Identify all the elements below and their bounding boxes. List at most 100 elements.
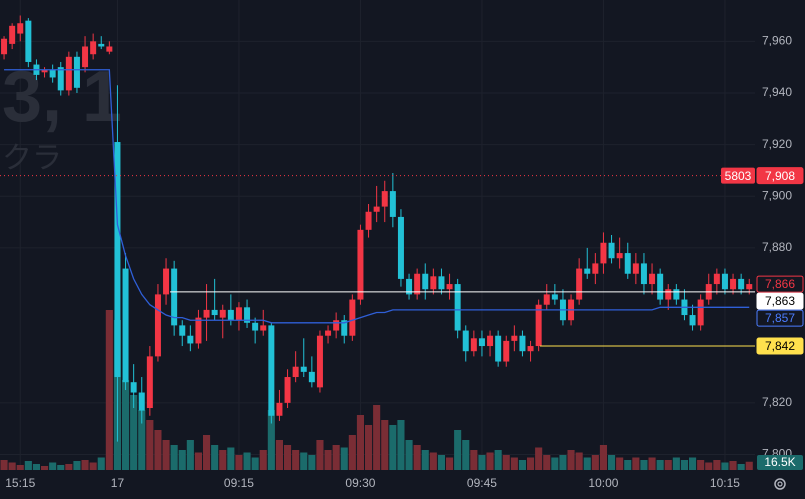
volume-bar (518, 460, 526, 470)
candle-body (235, 307, 242, 321)
volume-bar (632, 457, 640, 470)
price-label-box (756, 337, 804, 355)
volume-bar (478, 455, 486, 470)
candle-body (649, 273, 656, 285)
candle-body (511, 335, 518, 341)
y-tick-label: 7,920 (762, 137, 792, 151)
volume-bar (664, 460, 672, 470)
volume-bar (227, 447, 235, 470)
volume-bar (535, 447, 543, 470)
volume-bar (219, 450, 227, 470)
price-label: 7,857 (765, 311, 795, 325)
candle-body (397, 216, 404, 279)
candle-body (640, 263, 647, 285)
candle-body (543, 294, 550, 305)
volume-bar (697, 460, 705, 470)
gear[interactable] (774, 478, 786, 490)
volume-bar (640, 460, 648, 470)
candle-body (381, 191, 388, 207)
volume-bar (599, 445, 607, 470)
volume-bar (527, 457, 535, 470)
candle-body (260, 325, 267, 331)
volume-bar (73, 461, 81, 470)
volume-bar (543, 455, 551, 470)
candle-body (244, 307, 251, 323)
x-tick-label: 15:15 (5, 476, 35, 490)
candle-body (632, 263, 639, 274)
volume-bar (251, 457, 259, 470)
volume-bar (429, 452, 437, 470)
volume-bar (170, 445, 178, 470)
candle-body (9, 25, 16, 44)
volume-bar (178, 450, 186, 470)
candle-body (341, 320, 348, 336)
volume-bar (154, 430, 162, 470)
candle-body (746, 284, 753, 290)
candle-body (65, 56, 72, 91)
y-tick-label: 7,960 (762, 33, 792, 47)
candle-body (673, 289, 680, 300)
candle-body (211, 309, 218, 316)
candle-body (657, 273, 664, 300)
volume-bar (729, 461, 737, 470)
volume-bar (405, 440, 413, 470)
candle-body (57, 67, 64, 91)
volume-bar (721, 462, 729, 470)
candle-body (114, 142, 121, 378)
volume-bar (340, 447, 348, 470)
volume-bar (162, 440, 170, 470)
candle-body (203, 309, 210, 318)
candle-body (697, 299, 704, 326)
candle-body (535, 304, 542, 347)
volume-bar (130, 395, 138, 470)
candle-body (163, 268, 170, 295)
settings-icon[interactable] (774, 478, 786, 490)
volume-bar (292, 450, 300, 470)
x-tick-label: 10:00 (588, 476, 618, 490)
candle-body (98, 43, 105, 47)
volume-bar (486, 452, 494, 470)
candle-body (41, 69, 48, 73)
vwap-line (4, 69, 750, 324)
candle-body (122, 268, 129, 383)
volume-bar (300, 452, 308, 470)
volume-bar (24, 461, 32, 470)
candle-body (17, 23, 24, 34)
volume-bar (146, 420, 154, 470)
volume-bar (57, 465, 65, 470)
watermark-name: クラ (2, 142, 62, 175)
candle-body (373, 206, 380, 212)
volume-bar (41, 466, 49, 470)
volume-bar (89, 462, 97, 470)
volume-bar (413, 445, 421, 470)
volume-bar (446, 457, 454, 470)
candle-body (284, 377, 291, 403)
candle-body (495, 335, 502, 362)
candle-body (592, 263, 599, 274)
candle-body (365, 211, 372, 230)
candle-body (268, 325, 275, 416)
gear-center[interactable] (777, 481, 783, 487)
volume-bar (316, 440, 324, 470)
candle-body (422, 273, 429, 290)
volume-bar (591, 455, 599, 470)
candle-body (292, 366, 299, 378)
volume-bar (462, 440, 470, 470)
volume-bar (494, 450, 502, 470)
x-tick-label: 09:30 (345, 476, 375, 490)
candle-body (154, 294, 161, 357)
volume-bar (373, 405, 381, 470)
volume-bar (32, 464, 40, 470)
volume-bar (211, 445, 219, 470)
volume-bar (656, 460, 664, 470)
volume-bar (575, 452, 583, 470)
volume-bar (397, 420, 405, 470)
volume-bar (138, 410, 146, 470)
volume-bar (583, 457, 591, 470)
candle-body (227, 309, 234, 321)
candle-body (478, 338, 485, 347)
candle-body (138, 392, 145, 411)
candle-body (349, 299, 356, 336)
candle-body (49, 69, 56, 78)
volume-bar (470, 450, 478, 470)
